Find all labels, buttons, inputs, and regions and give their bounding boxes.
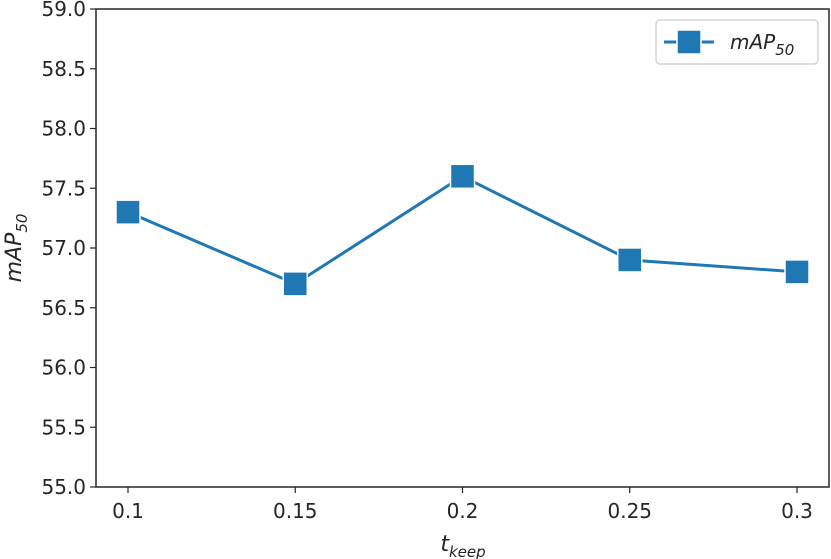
y-tick-label: 58.0: [41, 117, 86, 141]
plot-frame: [95, 8, 830, 488]
data-point-marker: [617, 247, 643, 273]
data-point-marker: [449, 163, 476, 190]
x-tick-label: 0.3: [781, 499, 813, 523]
data-point-marker: [784, 259, 810, 285]
legend-label: mAP50: [730, 30, 794, 59]
data-point-marker: [282, 271, 308, 297]
y-tick-label: 57.0: [41, 236, 86, 260]
y-tick-label: 58.5: [41, 57, 86, 81]
x-axis-label: tkeep: [440, 532, 485, 559]
y-tick-label: 57.5: [41, 176, 86, 200]
series-map50: [115, 163, 810, 297]
x-tick-label: 0.1: [112, 499, 144, 523]
y-tick-label: 59.0: [41, 0, 86, 21]
x-tick-label: 0.15: [273, 499, 318, 523]
y-axis-ticks: 55.0 55.5 56.0 56.5 57.0 57.5 58.0 58.5 59.0: [41, 0, 96, 499]
x-tick-label: 0.25: [607, 499, 652, 523]
y-tick-label: 56.0: [41, 356, 86, 380]
y-axis-label: mAP50: [2, 214, 31, 283]
legend-marker: [676, 29, 702, 55]
y-tick-label: 55.5: [41, 415, 86, 439]
y-tick-label: 56.5: [41, 296, 86, 320]
series-line: [127, 174, 798, 286]
data-point-marker: [115, 199, 141, 225]
x-tick-label: 0.2: [447, 499, 479, 523]
x-axis-ticks: 0.1 0.15 0.2 0.25 0.3: [112, 487, 813, 523]
y-tick-label: 55.0: [41, 475, 86, 499]
legend: mAP50: [655, 19, 819, 65]
